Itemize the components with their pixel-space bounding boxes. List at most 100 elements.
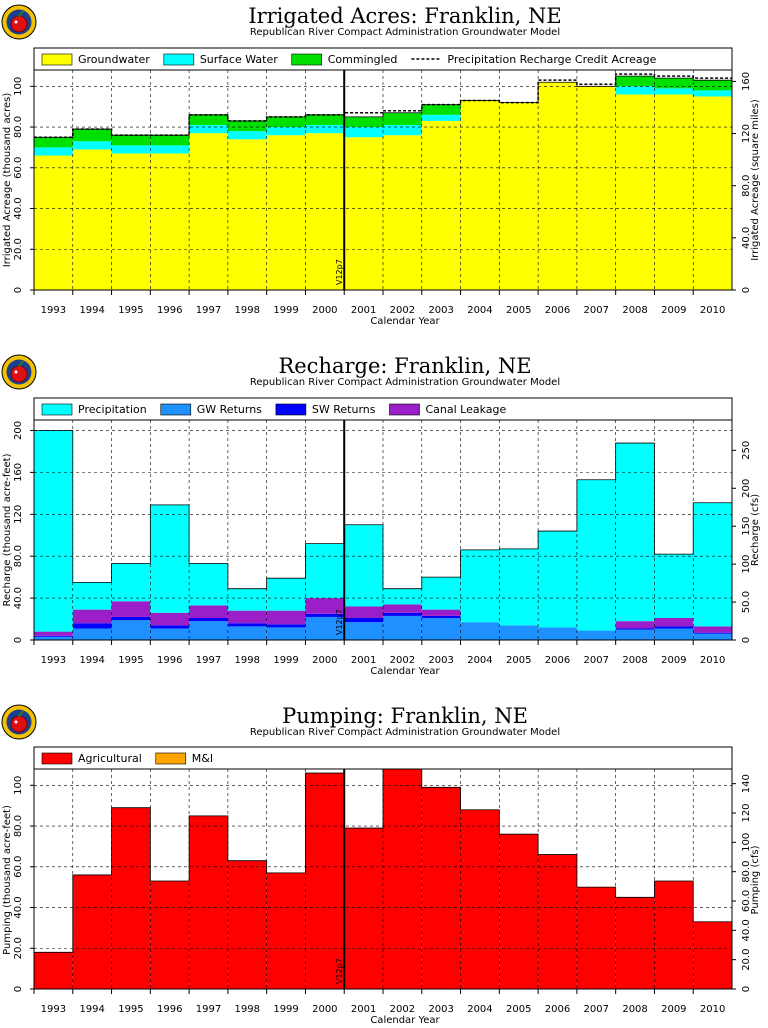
x-tick-label: 2006	[545, 655, 570, 666]
bar-surface-water-1999	[266, 127, 306, 136]
y-tick-label: 80.0	[13, 116, 24, 138]
x-tick-label: 1994	[79, 305, 104, 316]
bar-agricultural-2007	[576, 887, 616, 989]
bar-gw-returns-2008	[615, 629, 655, 640]
legend-swatch	[389, 403, 420, 416]
bar-groundwater-2003	[421, 120, 461, 290]
bar-sw-returns-2009	[654, 626, 694, 629]
bar-commingled-2003	[421, 104, 461, 115]
bar-agricultural-1999	[266, 872, 306, 989]
bar-surface-water-2010	[693, 90, 732, 97]
y2-tick-label: 150	[741, 517, 752, 536]
x-tick-label: 2007	[584, 305, 609, 316]
legend-swatch	[291, 53, 323, 66]
x-tick-label: 2004	[467, 305, 492, 316]
x-tick-label: 2002	[390, 1004, 415, 1015]
bar-agricultural-1995	[111, 807, 151, 989]
bar-precipitation-2002	[383, 588, 422, 605]
bar-precipitation-2006	[538, 531, 577, 628]
bar-gw-returns-2001	[344, 622, 383, 640]
bar-gw-returns-2003	[421, 618, 461, 640]
bar-agricultural-2010	[693, 921, 732, 989]
bar-groundwater-1994	[72, 149, 112, 290]
x-axis-label: Calendar Year	[370, 1015, 440, 1024]
y-tick-label: 40.0	[13, 587, 24, 609]
bar-surface-water-1995	[111, 145, 151, 154]
bar-gw-returns-1995	[111, 620, 151, 640]
x-tick-label: 1998	[235, 1004, 260, 1015]
bar-precipitation-2009	[654, 554, 694, 618]
bar-sw-returns-1998	[227, 623, 267, 627]
bar-groundwater-2000	[305, 133, 345, 290]
bar-surface-water-2000	[305, 125, 345, 134]
y-axis-label: Pumping (thousand acre-feet)	[2, 805, 13, 955]
bar-agricultural-2008	[615, 897, 655, 989]
x-tick-label: 1995	[118, 655, 143, 666]
bar-commingled-2002	[383, 112, 422, 125]
x-tick-label: 2009	[661, 655, 686, 666]
bar-canal-leakage-1994	[72, 609, 112, 624]
bar-groundwater-1998	[227, 139, 267, 290]
y-tick-label: 80.0	[13, 545, 24, 567]
y2-tick-label: 100	[741, 555, 752, 574]
legend-label: Agricultural	[78, 752, 142, 765]
bar-commingled-1993	[34, 137, 73, 148]
x-tick-label: 1999	[273, 655, 298, 666]
x-tick-label: 1993	[41, 1004, 66, 1015]
bar-precipitation-1999	[266, 578, 306, 611]
bar-precipitation-2007	[576, 479, 616, 631]
bar-canal-leakage-1995	[111, 601, 151, 617]
y-tick-label: 160	[13, 463, 24, 482]
y2-tick-label: 80.0	[741, 861, 752, 883]
x-tick-label: 1995	[118, 305, 143, 316]
bar-groundwater-2007	[576, 86, 616, 290]
x-tick-label: 1995	[118, 1004, 143, 1015]
bar-agricultural-2004	[460, 809, 500, 989]
legend-label: SW Returns	[312, 403, 376, 416]
x-tick-label: 2006	[545, 1004, 570, 1015]
bar-canal-leakage-2003	[421, 609, 461, 616]
bar-canal-leakage-2002	[383, 604, 422, 613]
x-tick-label: 2000	[312, 655, 337, 666]
x-tick-label: 1998	[235, 305, 260, 316]
y-tick-label: 100	[13, 77, 24, 96]
bar-precipitation-1998	[227, 588, 267, 611]
bar-gw-returns-1996	[150, 628, 190, 640]
x-tick-label: 2005	[506, 305, 531, 316]
bar-commingled-2000	[305, 114, 345, 125]
bar-precipitation-2010	[693, 502, 732, 627]
bar-surface-water-2008	[615, 86, 655, 95]
x-tick-label: 2008	[622, 655, 647, 666]
x-tick-label: 2001	[351, 305, 376, 316]
x-tick-label: 2010	[700, 305, 725, 316]
model-version-label: V12p7	[335, 259, 344, 285]
bar-gw-returns-2010	[693, 633, 732, 640]
chart-subtitle: Republican River Compact Administration …	[250, 27, 560, 38]
y2-tick-label: 120	[741, 803, 752, 822]
x-tick-label: 2007	[584, 1004, 609, 1015]
apple-leaf-icon	[18, 710, 25, 718]
y-tick-label: 80.0	[13, 815, 24, 837]
y2-tick-label: 120	[741, 124, 752, 143]
bar-precipitation-1994	[72, 582, 112, 610]
bar-commingled-1999	[266, 116, 306, 128]
x-tick-label: 2002	[390, 655, 415, 666]
bar-gw-returns-2005	[499, 625, 539, 640]
bar-commingled-1998	[227, 120, 267, 132]
bar-gw-returns-1997	[189, 621, 228, 640]
y2-tick-label: 200	[741, 479, 752, 498]
legend-swatch	[160, 403, 192, 416]
y2-axis-label: Recharge (cfs)	[750, 494, 761, 566]
bar-precipitation-1995	[111, 563, 151, 602]
bar-groundwater-1995	[111, 153, 151, 290]
x-tick-label: 2000	[312, 305, 337, 316]
chart-title: Pumping: Franklin, NE	[282, 704, 528, 728]
x-tick-label: 1999	[273, 1004, 298, 1015]
bar-groundwater-2010	[693, 96, 732, 291]
y2-tick-label: 0	[741, 986, 752, 992]
bar-commingled-1997	[189, 114, 228, 125]
bar-canal-leakage-2008	[615, 621, 655, 629]
bar-sw-returns-1995	[111, 616, 151, 621]
y-tick-label: 60.0	[13, 157, 24, 179]
